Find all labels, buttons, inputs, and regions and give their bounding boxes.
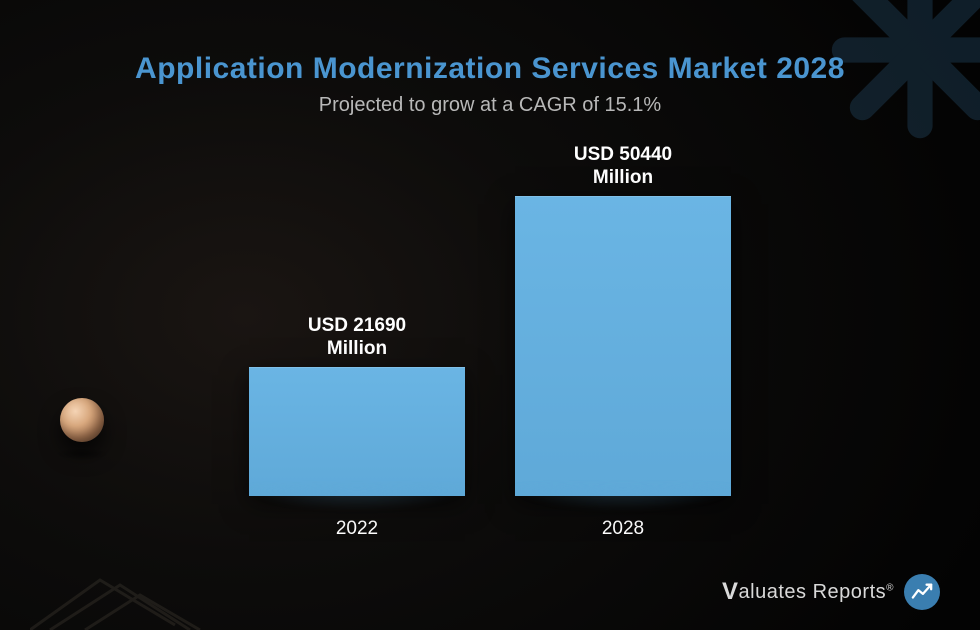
- bar: [249, 367, 465, 496]
- ground-squares-decoration: [30, 500, 210, 630]
- infographic-canvas: Application Modernization Services Marke…: [0, 0, 980, 630]
- sphere-decoration: [60, 398, 104, 442]
- chart-subtitle: Projected to grow at a CAGR of 15.1%: [0, 94, 980, 117]
- bar-group-2028: USD 50440 Million 2028: [515, 143, 731, 541]
- bar-chart: USD 21690 Million2022USD 50440 Million20…: [0, 150, 980, 540]
- bar-category-label: 2022: [336, 518, 378, 540]
- bar: [515, 196, 731, 496]
- bar-category-label: 2028: [602, 518, 644, 540]
- chart-title: Application Modernization Services Marke…: [0, 52, 980, 86]
- brand-name: Valuates Reports®: [722, 578, 894, 606]
- brand-footer: Valuates Reports®: [722, 574, 940, 610]
- brand-logo-icon: [904, 574, 940, 610]
- bar-group-2022: USD 21690 Million 2022: [249, 314, 465, 541]
- bar-value-label: USD 21690 Million: [308, 314, 406, 362]
- bar-value-label: USD 50440 Million: [574, 143, 672, 191]
